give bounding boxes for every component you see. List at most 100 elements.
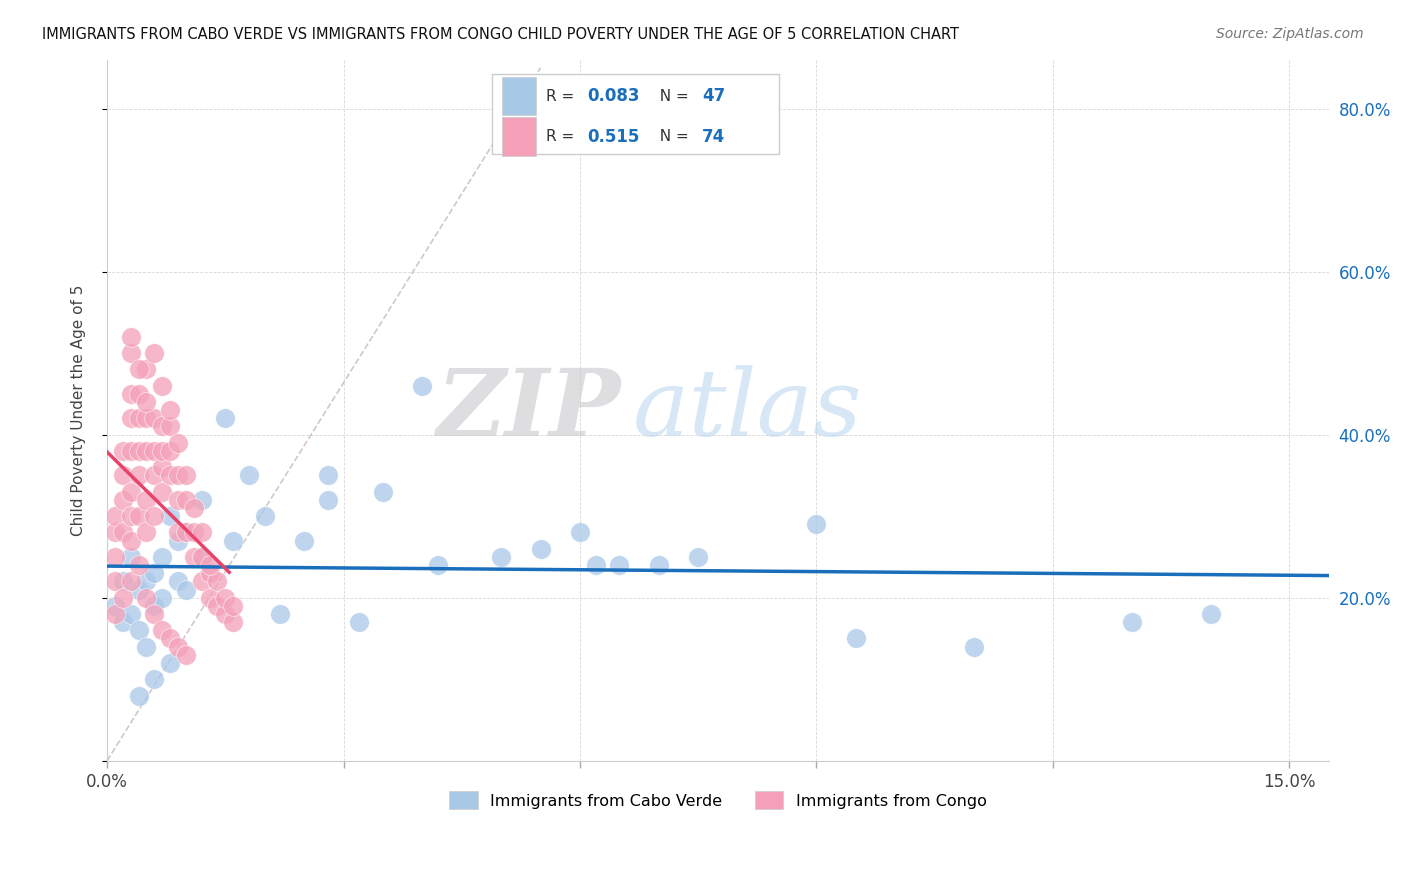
Point: [120, 387, 142, 401]
Point: [111, 615, 134, 629]
Point: [143, 672, 166, 686]
Point: [609, 558, 631, 572]
Point: [963, 640, 986, 654]
Point: [1121, 615, 1143, 629]
Text: 0.515: 0.515: [588, 128, 640, 145]
Point: [120, 533, 142, 548]
Point: [207, 599, 229, 613]
Point: [120, 411, 142, 425]
Point: [174, 648, 197, 662]
Point: [120, 607, 142, 621]
Point: [111, 591, 134, 605]
Point: [120, 346, 142, 360]
Point: [159, 656, 181, 670]
Bar: [502, 77, 536, 115]
Point: [159, 509, 181, 524]
Text: R =: R =: [546, 88, 579, 103]
Text: atlas: atlas: [633, 365, 862, 455]
Point: [167, 640, 190, 654]
Point: [207, 574, 229, 589]
Point: [159, 468, 181, 483]
Text: N =: N =: [650, 129, 693, 144]
Point: [489, 549, 512, 564]
Bar: [502, 117, 536, 156]
Point: [111, 444, 134, 458]
Point: [143, 599, 166, 613]
Point: [569, 525, 592, 540]
Point: [174, 525, 197, 540]
Point: [648, 558, 671, 572]
Point: [222, 615, 245, 629]
Point: [174, 525, 197, 540]
Point: [120, 574, 142, 589]
Point: [135, 640, 157, 654]
Point: [135, 574, 157, 589]
Point: [183, 549, 205, 564]
Point: [111, 492, 134, 507]
Point: [190, 525, 212, 540]
Text: IMMIGRANTS FROM CABO VERDE VS IMMIGRANTS FROM CONGO CHILD POVERTY UNDER THE AGE : IMMIGRANTS FROM CABO VERDE VS IMMIGRANTS…: [42, 27, 959, 42]
Point: [135, 362, 157, 376]
Point: [316, 468, 339, 483]
Point: [120, 509, 142, 524]
Point: [128, 362, 150, 376]
Point: [120, 484, 142, 499]
Point: [135, 395, 157, 409]
Point: [371, 484, 394, 499]
Point: [190, 492, 212, 507]
Point: [104, 509, 127, 524]
Point: [143, 444, 166, 458]
Point: [845, 632, 868, 646]
Point: [159, 419, 181, 434]
Point: [1199, 607, 1222, 621]
Point: [150, 591, 173, 605]
Point: [174, 468, 197, 483]
Point: [214, 591, 236, 605]
Point: [120, 330, 142, 344]
Point: [128, 558, 150, 572]
Point: [111, 468, 134, 483]
Point: [183, 525, 205, 540]
Point: [104, 549, 127, 564]
Text: 47: 47: [702, 87, 725, 105]
Point: [529, 541, 551, 556]
Point: [150, 549, 173, 564]
Point: [167, 468, 190, 483]
Text: N =: N =: [650, 88, 693, 103]
Point: [190, 549, 212, 564]
Point: [222, 599, 245, 613]
Point: [585, 558, 607, 572]
Point: [688, 549, 710, 564]
Point: [104, 525, 127, 540]
Point: [150, 378, 173, 392]
Point: [135, 411, 157, 425]
Point: [150, 484, 173, 499]
Point: [128, 468, 150, 483]
Point: [167, 525, 190, 540]
Point: [269, 607, 291, 621]
Point: [167, 492, 190, 507]
Point: [135, 591, 157, 605]
Point: [150, 419, 173, 434]
Point: [238, 468, 260, 483]
Point: [253, 509, 276, 524]
Text: R =: R =: [546, 129, 579, 144]
Text: ZIP: ZIP: [436, 365, 620, 455]
Point: [214, 607, 236, 621]
Point: [120, 444, 142, 458]
Point: [104, 607, 127, 621]
Point: [128, 387, 150, 401]
Legend: Immigrants from Cabo Verde, Immigrants from Congo: Immigrants from Cabo Verde, Immigrants f…: [443, 785, 993, 816]
Point: [104, 574, 127, 589]
Point: [316, 492, 339, 507]
Point: [174, 492, 197, 507]
Point: [183, 501, 205, 516]
Point: [135, 525, 157, 540]
Point: [150, 444, 173, 458]
Point: [806, 517, 828, 532]
Text: 74: 74: [702, 128, 725, 145]
Point: [111, 525, 134, 540]
Point: [198, 558, 221, 572]
Point: [128, 582, 150, 597]
Point: [135, 492, 157, 507]
